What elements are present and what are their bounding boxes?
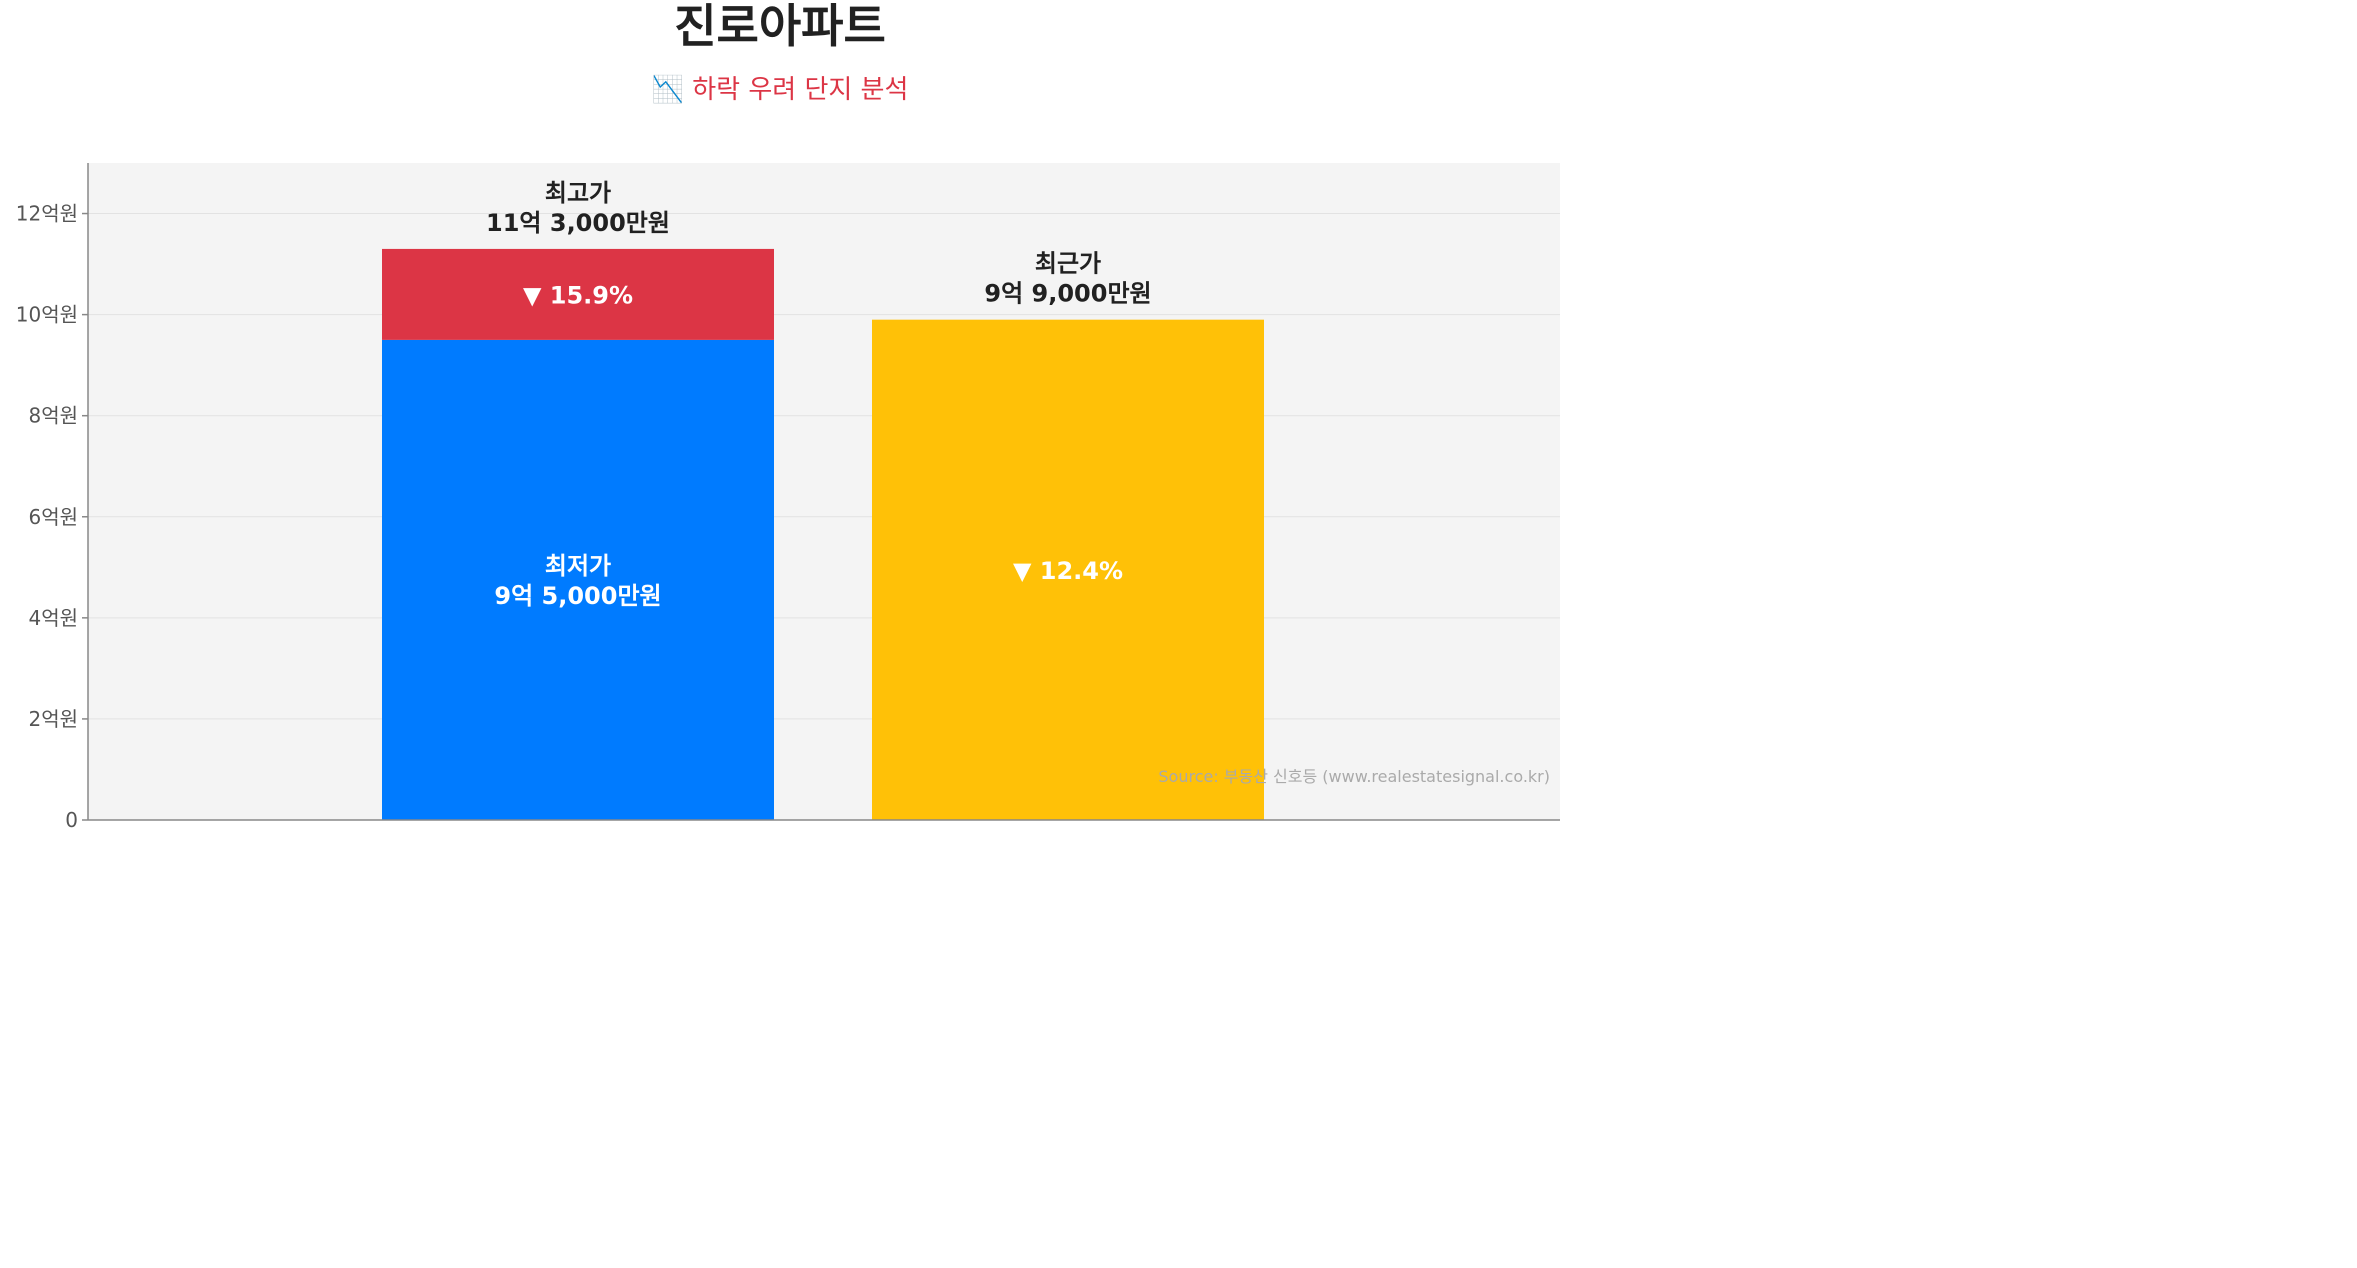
plot-background [88, 163, 1560, 820]
y-tick-label: 0 [65, 808, 78, 832]
bar-top-label: 최근가 [1035, 250, 1101, 278]
segment-label: 9억 5,000만원 [494, 582, 661, 610]
y-tick-label: 4억원 [28, 606, 78, 630]
y-axis-ticks: 0 2억원 4억원 6억원 8억원 10억원 12억원 [16, 202, 88, 832]
bar-top-label: 최고가 [545, 179, 611, 207]
bar-top-label: 11억 3,000만원 [486, 209, 670, 237]
bar-segment [382, 248, 774, 340]
y-tick-label: 6억원 [28, 505, 78, 529]
segment-label: 최저가 [545, 552, 611, 580]
segment-label: ▼ 15.9% [523, 281, 633, 309]
bar-segment [382, 339, 774, 820]
gridlines [88, 213, 1560, 720]
bar-segment [872, 319, 1264, 820]
y-tick-label: 8억원 [28, 404, 78, 428]
bar-top-label: 9억 9,000만원 [984, 280, 1151, 308]
chart-subtitle: 📉 하락 우려 단지 분석 [651, 75, 909, 105]
y-tick-label: 10억원 [16, 303, 78, 327]
y-tick-label: 2억원 [28, 707, 78, 731]
bars [382, 248, 1264, 820]
chart-title: 진로아파트 [674, 0, 886, 53]
source-label: Source: 부동산 신호등 (www.realestatesignal.co… [1158, 767, 1550, 786]
y-tick-label: 12억원 [16, 202, 78, 226]
segment-label: ▼ 12.4% [1013, 557, 1123, 585]
